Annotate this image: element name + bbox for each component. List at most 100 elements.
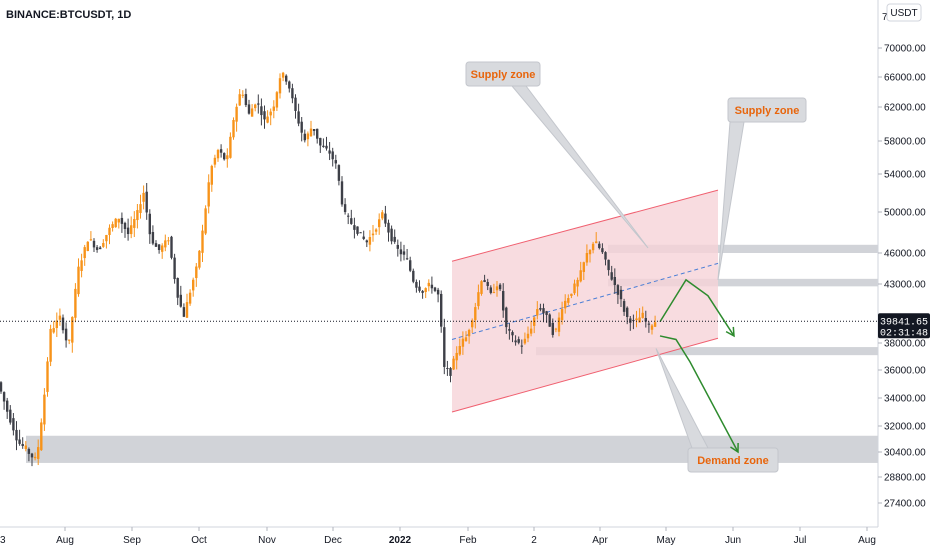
candle-body bbox=[467, 329, 471, 337]
candle-body bbox=[291, 88, 294, 99]
candle-body bbox=[325, 145, 328, 149]
candle-body bbox=[381, 212, 384, 219]
time-axis[interactable]: Aug Sep Oct Nov Dec 2022 Feb 2 Apr May Jun Jul Aug 3 bbox=[0, 527, 876, 546]
projection-arrow bbox=[659, 278, 735, 337]
candle-body bbox=[223, 153, 226, 160]
candle-body bbox=[281, 72, 285, 78]
candle-body bbox=[49, 328, 52, 362]
candle-body bbox=[278, 78, 282, 94]
candle-body bbox=[557, 317, 561, 332]
time-tick-label: Oct bbox=[191, 535, 207, 546]
candle-body bbox=[52, 328, 55, 333]
candle-body bbox=[6, 400, 9, 412]
candle-body bbox=[303, 133, 306, 141]
price-zone bbox=[608, 244, 878, 253]
candle-body bbox=[18, 439, 21, 444]
candle-body bbox=[312, 129, 316, 131]
candle-body bbox=[483, 280, 486, 283]
price-tick-label: 58000.00 bbox=[884, 137, 926, 148]
price-tick-label: 27400.00 bbox=[884, 499, 926, 510]
candle-body bbox=[362, 236, 365, 239]
candle-body bbox=[430, 284, 434, 289]
candle-body bbox=[629, 318, 632, 323]
candle-body bbox=[576, 279, 579, 287]
candle-body bbox=[632, 319, 635, 321]
candle-body bbox=[554, 328, 558, 330]
candle-body bbox=[164, 240, 167, 248]
candle-body bbox=[266, 116, 269, 123]
candle-body bbox=[598, 243, 601, 249]
candle-body bbox=[399, 249, 403, 255]
candle-body bbox=[591, 243, 595, 251]
candle-body bbox=[514, 340, 517, 343]
candle-body bbox=[421, 290, 424, 293]
candle-body bbox=[27, 448, 31, 454]
candle-body bbox=[579, 270, 582, 282]
candle-body bbox=[58, 315, 62, 320]
candle-body bbox=[588, 250, 592, 255]
candle-body bbox=[130, 225, 133, 235]
candle-body bbox=[12, 418, 15, 431]
bar-countdown: 02:31:48 bbox=[880, 328, 928, 339]
currency-label: USDT bbox=[890, 8, 917, 19]
candle-body bbox=[219, 149, 223, 153]
candle-body bbox=[170, 236, 173, 258]
candle-body bbox=[192, 279, 195, 291]
channel-upper-line bbox=[451, 189, 719, 262]
candle-body bbox=[263, 111, 266, 120]
candle-body bbox=[427, 282, 430, 287]
candle-body bbox=[347, 215, 350, 217]
candle-body bbox=[650, 325, 654, 330]
candle-body bbox=[188, 292, 192, 304]
candle-body bbox=[393, 236, 396, 242]
candle-body bbox=[545, 311, 548, 315]
candle-body bbox=[328, 150, 331, 154]
candle-body bbox=[564, 300, 567, 309]
candle-body bbox=[458, 345, 461, 355]
price-tick-label: 36000.00 bbox=[884, 366, 926, 377]
candle-body bbox=[653, 322, 657, 327]
candle-body bbox=[511, 332, 514, 336]
candle-body bbox=[316, 128, 319, 139]
price-zone bbox=[536, 347, 878, 356]
candle-body bbox=[139, 204, 142, 213]
candle-body bbox=[647, 323, 651, 325]
candle-body bbox=[604, 252, 607, 260]
channel-lower-line bbox=[451, 337, 719, 413]
candle-body bbox=[120, 217, 124, 224]
candle-body bbox=[477, 292, 480, 307]
candle-body bbox=[71, 317, 74, 343]
candle-body bbox=[390, 228, 393, 242]
price-tick-label: 28800.00 bbox=[884, 473, 926, 484]
candle-body bbox=[461, 338, 465, 347]
candle-body bbox=[384, 213, 387, 224]
candle-body bbox=[74, 288, 77, 318]
candle-body bbox=[89, 239, 93, 241]
currency-badge[interactable]: USDT bbox=[886, 3, 922, 22]
price-tick-label: 34000.00 bbox=[884, 394, 926, 405]
candle-body bbox=[145, 191, 148, 213]
candle-body bbox=[238, 94, 241, 106]
candle-body bbox=[443, 327, 446, 367]
candle-body bbox=[539, 308, 542, 310]
candle-body bbox=[64, 328, 68, 341]
time-tick-label: 2022 bbox=[389, 535, 412, 546]
candle-body bbox=[216, 150, 220, 159]
candle-body bbox=[319, 137, 322, 146]
candle-body bbox=[356, 226, 359, 234]
candle-body bbox=[415, 281, 418, 288]
candle-body bbox=[492, 292, 496, 294]
time-tick-label: Sep bbox=[123, 535, 141, 546]
candle-body bbox=[474, 307, 477, 321]
price-zone bbox=[608, 278, 878, 287]
price-tick-label: 62000.00 bbox=[884, 103, 926, 114]
channel-layer bbox=[451, 189, 719, 413]
candle-body bbox=[638, 317, 641, 323]
candle-body bbox=[464, 337, 468, 341]
price-axis[interactable]: 70000.00 66000.00 62000.00 58000.00 54000.00… bbox=[878, 44, 926, 510]
price-tick-label: 43000.00 bbox=[884, 280, 926, 291]
candle-body bbox=[498, 284, 502, 290]
candle-body bbox=[374, 229, 378, 232]
candle-body bbox=[644, 318, 647, 322]
